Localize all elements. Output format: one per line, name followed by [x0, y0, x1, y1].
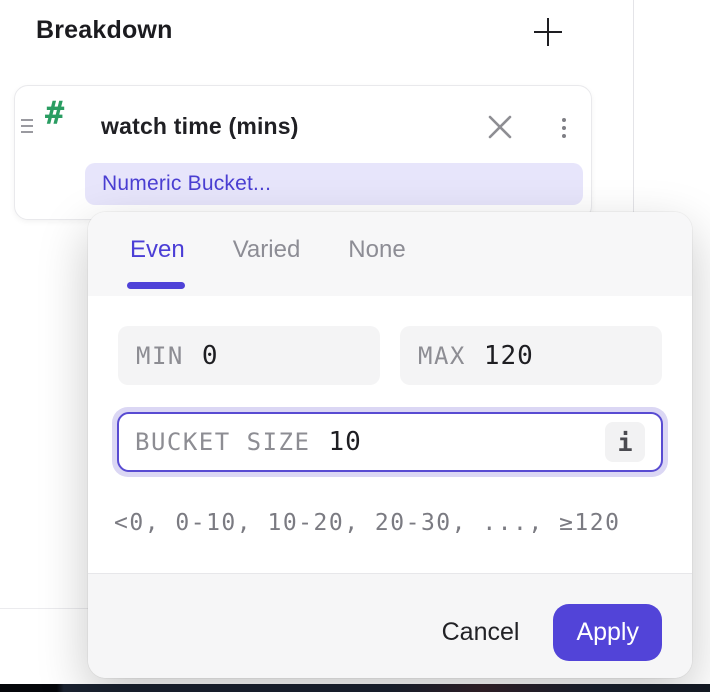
numeric-bucket-popover: Even Varied None MIN 0 MAX 120 BUCKET SI… — [88, 212, 692, 678]
max-value: 120 — [483, 340, 534, 371]
add-breakdown-button[interactable] — [531, 14, 565, 50]
numeric-type-icon: # — [45, 94, 65, 132]
bucket-size-value: 10 — [328, 427, 362, 457]
panel-divider — [633, 0, 634, 212]
breakdown-field-name: watch time (mins) — [101, 113, 299, 139]
min-value: 0 — [201, 340, 219, 371]
active-tab-indicator — [127, 282, 185, 289]
breakdown-section-title: Breakdown — [36, 16, 173, 44]
tab-even[interactable]: Even — [130, 236, 185, 263]
max-label: MAX — [418, 341, 466, 370]
cancel-button[interactable]: Cancel — [441, 617, 520, 646]
breakdown-card: # watch time (mins) Numeric Bucket... — [14, 85, 592, 220]
tab-none[interactable]: None — [348, 236, 406, 263]
tab-varied[interactable]: Varied — [232, 236, 301, 263]
close-icon — [488, 115, 512, 139]
min-input[interactable]: MIN 0 — [118, 326, 380, 385]
kebab-icon — [561, 117, 567, 123]
popover-tab-bar: Even Varied None — [88, 212, 692, 296]
max-input[interactable]: MAX 120 — [400, 326, 662, 385]
numeric-bucket-label: Numeric Bucket... — [102, 172, 272, 195]
bucket-size-label: BUCKET SIZE — [135, 428, 311, 456]
background-edge-line — [0, 608, 88, 609]
more-options-button[interactable] — [555, 112, 573, 144]
min-label: MIN — [136, 341, 184, 370]
numeric-bucket-selector[interactable]: Numeric Bucket... — [85, 163, 583, 205]
remove-breakdown-button[interactable] — [486, 113, 514, 141]
bucket-size-input[interactable]: BUCKET SIZE 10 i — [117, 412, 663, 472]
drag-handle-icon[interactable] — [21, 119, 33, 133]
plus-icon — [534, 18, 562, 46]
bucket-size-focus-ring: BUCKET SIZE 10 i — [112, 407, 668, 477]
background-chart-strip — [0, 684, 710, 692]
popover-footer: Cancel Apply — [88, 573, 692, 678]
apply-button[interactable]: Apply — [553, 603, 662, 661]
bucket-preview-text: <0, 0-10, 10-20, 20-30, ..., ≥120 — [114, 510, 621, 536]
info-icon[interactable]: i — [605, 422, 645, 462]
